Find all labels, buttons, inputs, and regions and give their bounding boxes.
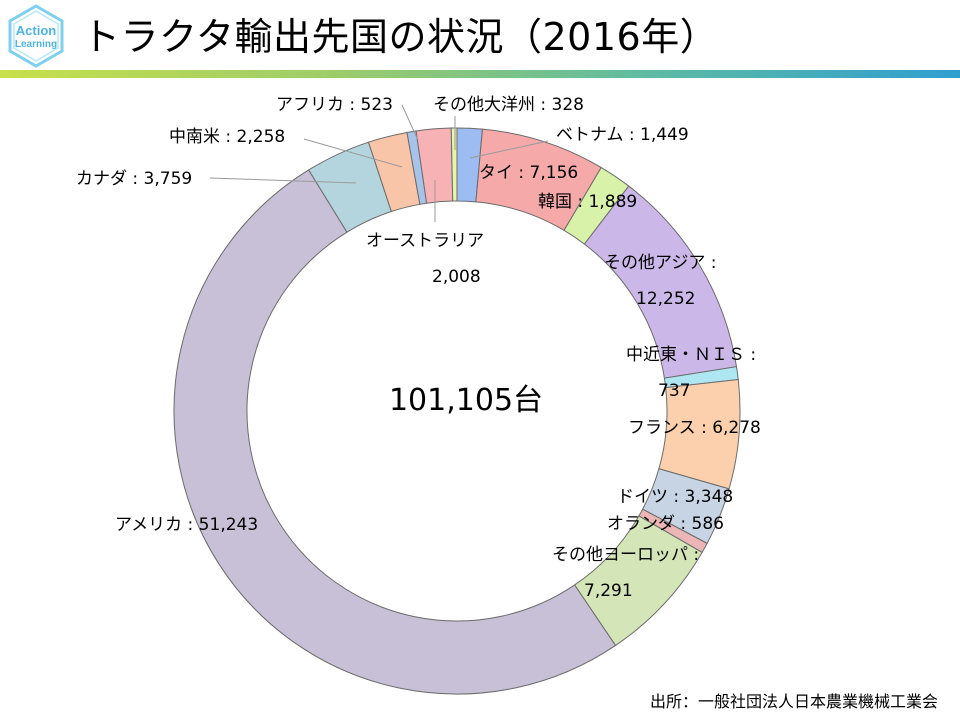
data-label-12: アフリカ : 523	[276, 95, 393, 115]
leader-line-10	[209, 177, 357, 184]
title-underline	[0, 70, 960, 78]
slice-328-14	[450, 127, 458, 202]
data-label-14: その他大洋州 : 328	[433, 95, 584, 115]
data-label-10: カナダ : 3,759	[76, 169, 192, 189]
data-label-11: 中南米 : 2,258	[169, 127, 285, 147]
logo-text-bottom: Learning	[15, 39, 57, 50]
data-label-name-4: 中近東・ＮＩＳ :	[626, 345, 756, 365]
data-label-5: フランス : 6,278	[628, 418, 761, 438]
center-total-label: 101,105台	[389, 383, 543, 418]
page-title: トラクタ輸出先国の状況（2016年）	[82, 15, 719, 59]
slice-51-243-9	[173, 169, 617, 695]
chart-labels: ベトナム : 1,449 タイ : 7,156 韓国 : 1,889 その他アジア :…	[76, 95, 761, 601]
chart-leader-lines	[209, 104, 549, 222]
leader-line-11	[303, 138, 403, 168]
leader-line-0	[469, 140, 549, 159]
data-label-6: ドイツ : 3,348	[617, 487, 733, 507]
data-label-name-3: その他アジア :	[604, 253, 716, 273]
action-learning-logo: Action Learning	[8, 4, 64, 68]
data-label-0: ベトナム : 1,449	[556, 125, 689, 145]
chart-slices	[173, 127, 741, 695]
data-label-value-4: 737	[658, 381, 690, 401]
source-note: 出所：一般社団法人日本農業機械工業会	[649, 692, 938, 711]
leader-line-12	[401, 104, 419, 141]
data-label-name-13: オーストラリア	[366, 231, 484, 251]
logo-text-top: Action	[16, 23, 57, 38]
data-label-value-13: 2,008	[432, 267, 481, 287]
data-label-1: タイ : 7,156	[479, 163, 578, 183]
data-label-value-3: 12,252	[636, 289, 695, 309]
data-label-2: 韓国 : 1,889	[538, 192, 637, 212]
data-label-7: オランダ : 586	[607, 514, 724, 534]
data-label-9: アメリカ : 51,243	[115, 515, 258, 535]
data-label-name-8: その他ヨーロッパ :	[552, 545, 699, 565]
data-label-value-8: 7,291	[584, 581, 633, 601]
